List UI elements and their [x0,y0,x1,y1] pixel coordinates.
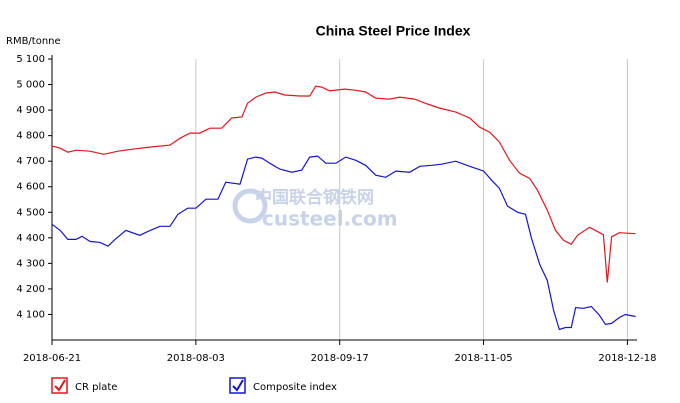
y-tick-label: 4 600 [16,182,45,193]
x-tick-label: 2018-12-18 [598,353,656,364]
series-line [51,155,636,331]
y-tick-label: 5 000 [16,80,45,91]
watermark-logo [232,188,268,224]
x-tick-label: 2018-09-17 [311,353,369,364]
y-tick-label: 5 100 [16,54,45,65]
y-tick-label: 4 200 [16,284,45,295]
y-tick-label: 4 700 [16,156,45,167]
watermark: 中国联合钢铁网 [255,187,374,208]
y-tick-label: 4 400 [16,233,45,244]
x-tick-label: 2018-11-05 [454,353,512,364]
watermark: custeel.com [262,207,398,231]
y-tick-label: 4 100 [16,309,45,320]
legend-label: CR plate [75,382,117,393]
y-tick-label: 4 900 [16,105,45,116]
legend-check [54,379,66,392]
y-tick-label: 4 300 [16,258,45,269]
y-tick-label: 4 500 [16,207,45,218]
y-tick-label: 4 800 [16,131,45,142]
y-axis-label: RMB/tonne [6,36,61,47]
chart-title: China Steel Price Index [316,23,471,39]
legend-check [232,379,244,392]
x-tick-label: 2018-06-21 [23,353,81,364]
legend-label: Composite index [253,382,337,393]
x-tick-label: 2018-08-03 [167,353,225,364]
series-line [51,85,636,283]
